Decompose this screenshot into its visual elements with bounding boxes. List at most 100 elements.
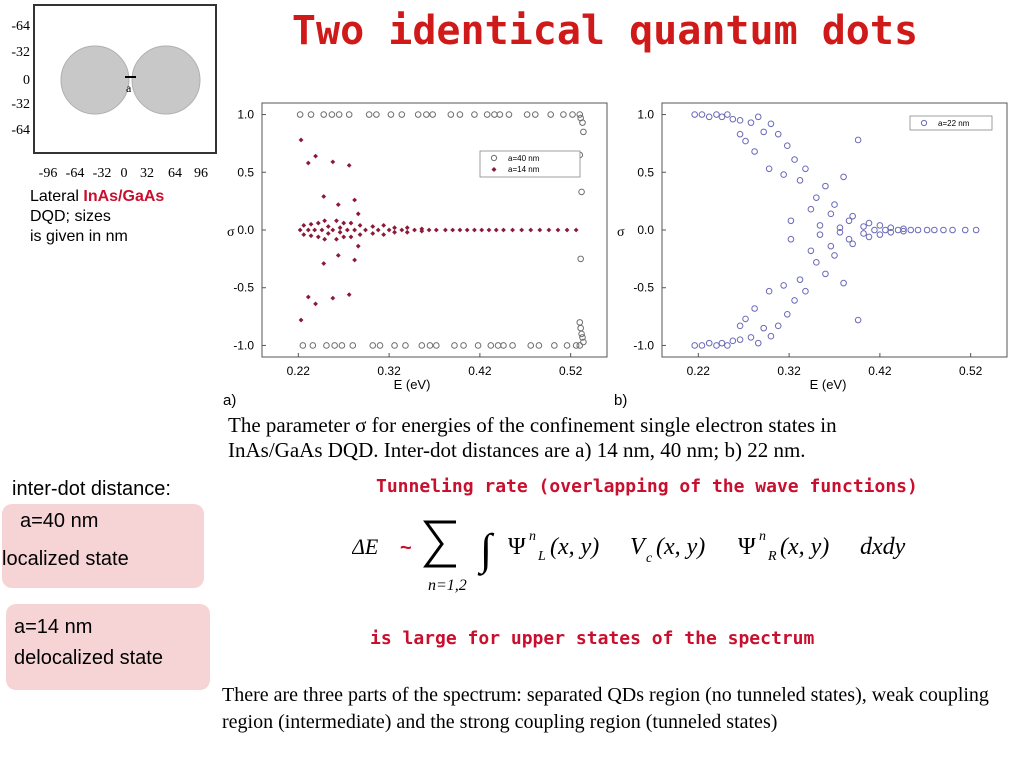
data-point — [736, 117, 744, 124]
caption-highlight: InAs/GaAs — [83, 188, 165, 205]
data-point — [949, 226, 956, 234]
data-point — [931, 226, 938, 234]
potential-V: V — [630, 534, 647, 560]
data-point — [914, 226, 922, 234]
data-point — [780, 282, 787, 289]
chart-b: σ E (eV) b) 1.0 0.5 0.0 -0.5 -1.0 0.22 0.32 0.4… — [614, 102, 1008, 409]
data-point — [840, 279, 847, 287]
right-dot — [131, 45, 201, 115]
data-point — [527, 342, 535, 349]
x-tick-label: 0.22 — [687, 364, 711, 378]
data-point — [349, 342, 357, 349]
data-point — [398, 111, 406, 118]
data-point — [505, 111, 513, 118]
data-point — [426, 342, 434, 349]
data-point — [334, 218, 339, 224]
data-point — [865, 219, 873, 227]
data-point — [301, 222, 307, 228]
data-point — [854, 136, 862, 144]
y-tick-label: 0.5 — [637, 165, 654, 179]
data-point — [813, 259, 820, 266]
data-point — [451, 342, 458, 349]
data-point — [307, 111, 315, 118]
data-point — [564, 227, 570, 233]
data-point — [713, 111, 720, 118]
large-text: is large for upper states of the spectru… — [370, 628, 815, 649]
data-point — [337, 229, 343, 235]
data-point — [555, 227, 561, 233]
data-point — [309, 342, 317, 349]
data-point — [754, 113, 762, 121]
data-point — [854, 316, 862, 324]
data-point — [900, 227, 907, 235]
data-point — [457, 227, 463, 233]
data-point — [940, 226, 947, 234]
data-point — [341, 234, 347, 240]
data-point — [321, 194, 327, 199]
inset-y-tick: -64 — [11, 123, 30, 138]
data-point — [718, 339, 726, 347]
data-point — [357, 222, 363, 228]
data-point — [577, 255, 584, 263]
inset-y-tick: -64 — [11, 19, 30, 34]
data-point — [907, 226, 915, 234]
y-tick-label: 1.0 — [637, 108, 654, 122]
data-point — [381, 232, 387, 238]
data-point — [500, 342, 507, 349]
data-point — [337, 225, 343, 231]
caption-prefix: Lateral — [30, 188, 84, 205]
data-point — [816, 231, 824, 238]
y-tick-label: -0.5 — [233, 281, 254, 295]
chart-b-legend: a=22 nm — [909, 115, 993, 131]
left-dot — [60, 45, 130, 115]
data-point — [341, 220, 347, 226]
data-point — [370, 224, 376, 229]
data-point — [900, 225, 907, 233]
chart-b-xlabel: E (eV) — [810, 377, 847, 392]
data-point — [335, 202, 341, 207]
data-point — [831, 201, 838, 208]
data-point — [305, 227, 311, 233]
data-point — [297, 227, 303, 233]
x-tick-label: 0.42 — [868, 364, 892, 378]
data-point — [456, 111, 464, 118]
data-point — [923, 226, 931, 234]
y-tick-label: 1.0 — [237, 108, 254, 122]
data-point — [791, 156, 798, 163]
data-point — [370, 231, 376, 236]
data-point — [486, 227, 492, 233]
data-point — [399, 227, 405, 233]
chart-b-panel-label: b) — [614, 392, 627, 409]
inset-x-tick: 64 — [168, 166, 182, 181]
inset-x-tick: 0 — [121, 166, 128, 181]
data-point — [845, 217, 853, 225]
data-point — [860, 230, 867, 237]
data-point — [578, 188, 585, 196]
data-point — [691, 111, 698, 118]
data-point — [876, 231, 884, 238]
inset-x-tick: -64 — [66, 166, 85, 181]
x-tick-label: 0.32 — [777, 364, 801, 378]
data-point — [392, 229, 397, 235]
y-tick-label: -0.5 — [633, 281, 654, 295]
dqd-schematic: a -64 -32 0 -32 -64 -96 -64 -32 0 32 64 … — [11, 4, 217, 181]
data-point — [328, 111, 336, 118]
data-point — [802, 165, 809, 173]
data-point — [330, 295, 336, 301]
data-point — [402, 342, 409, 349]
data-point — [305, 294, 311, 300]
data-point — [357, 232, 363, 238]
data-point — [331, 342, 338, 349]
figure-caption: The parameter σ for energies of the conf… — [228, 413, 988, 463]
chart-a-marks — [296, 111, 587, 349]
legend-a40-label: a=40 nm — [508, 154, 540, 163]
data-point — [433, 227, 439, 233]
data-point — [433, 342, 440, 349]
caption-line: is given in nm — [30, 228, 128, 245]
data-point — [308, 233, 314, 239]
data-point — [483, 111, 491, 118]
data-point — [299, 342, 307, 349]
figure-caption-line: InAs/GaAs DQD. Inter-dot distances are a… — [228, 438, 806, 462]
data-point — [447, 111, 455, 118]
box2-line2: delocalized state — [14, 647, 163, 669]
